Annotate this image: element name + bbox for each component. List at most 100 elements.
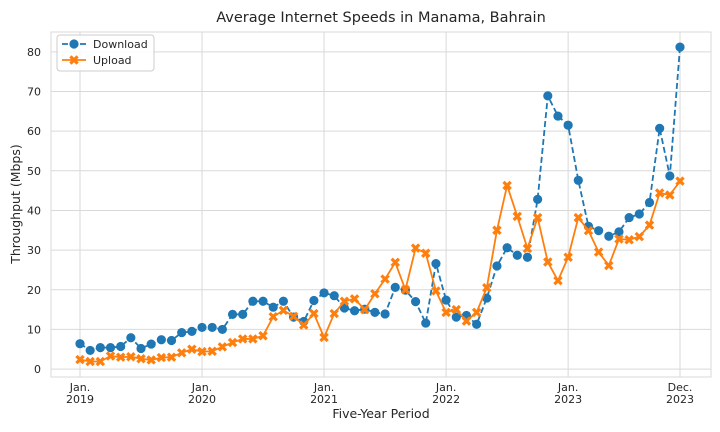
data-point-download [85, 345, 95, 356]
data-point-upload [532, 212, 543, 223]
plot-area-frame [50, 31, 712, 378]
data-point-download [675, 42, 685, 52]
data-point-upload [421, 248, 431, 259]
data-point-download [177, 327, 187, 338]
data-point-download [136, 343, 146, 354]
data-point-download [95, 343, 105, 353]
data-point-download [492, 261, 502, 271]
data-point-download [594, 226, 604, 236]
data-point-download [655, 123, 665, 133]
data-point-download [197, 322, 207, 333]
data-point-download [207, 322, 217, 333]
data-point-upload [75, 354, 85, 365]
data-point-upload [634, 231, 645, 242]
data-point-upload [583, 225, 594, 236]
data-point-download [604, 231, 614, 241]
data-point-download [248, 296, 258, 306]
data-point-upload [604, 260, 614, 271]
data-point-download [533, 194, 543, 204]
data-point-download [441, 295, 451, 305]
legend-item-download: Download [62, 38, 148, 51]
series-upload [75, 176, 685, 367]
x-tick-label-year: 2019 [66, 393, 94, 406]
data-point-upload [451, 304, 462, 315]
data-point-download [116, 341, 126, 352]
data-point-upload [512, 211, 523, 222]
data-point-upload [400, 285, 411, 295]
x-tick-label-month: Jan. [313, 381, 334, 394]
y-tick-label: 30 [27, 244, 41, 257]
data-point-download [451, 312, 461, 322]
data-point-download [380, 309, 390, 319]
data-point-download [563, 120, 573, 130]
data-point-upload [654, 188, 665, 198]
data-point-upload [492, 225, 502, 236]
data-point-upload [207, 346, 217, 356]
data-point-upload [665, 190, 675, 200]
grid-lines [51, 32, 711, 377]
data-point-upload [126, 352, 136, 362]
data-point-upload [339, 296, 350, 306]
data-point-download [268, 302, 278, 312]
data-point-download [217, 324, 227, 335]
data-point-upload [319, 332, 329, 343]
data-point-upload [176, 348, 187, 358]
data-point-upload [288, 311, 299, 322]
data-point-download [512, 250, 522, 260]
data-point-download [573, 175, 583, 185]
x-tick-label-year: 2023 [666, 393, 694, 406]
data-point-upload [136, 354, 146, 364]
data-point-upload [156, 352, 167, 363]
data-point-download [472, 319, 482, 329]
data-point-upload [309, 308, 319, 319]
data-point-upload [614, 234, 624, 244]
data-point-upload [593, 247, 604, 257]
y-axis-label: Throughput (Mbps) [8, 144, 23, 265]
data-point-upload [370, 288, 380, 299]
y-tick-label: 40 [27, 204, 41, 217]
y-tick-label: 60 [27, 125, 41, 138]
x-tick-label-year: 2021 [310, 393, 338, 406]
data-point-download [421, 318, 431, 328]
data-point-upload [644, 220, 655, 230]
data-point-upload [298, 320, 309, 330]
data-point-download [146, 339, 156, 349]
data-point-download [258, 296, 268, 306]
data-point-upload [166, 352, 177, 362]
data-point-upload [461, 316, 472, 326]
data-point-upload [258, 331, 268, 341]
data-point-download [126, 333, 136, 343]
series-download [75, 42, 685, 356]
data-point-download [349, 306, 360, 316]
y-tick-label: 10 [27, 323, 41, 336]
data-point-upload [187, 344, 197, 354]
data-point-upload [85, 356, 95, 367]
data-point-upload [268, 311, 278, 322]
data-point-upload [431, 286, 441, 296]
y-tick-label: 50 [27, 165, 41, 178]
x-tick-label-year: 2022 [432, 393, 460, 406]
x-tick-label-year: 2023 [554, 393, 582, 406]
x-tick-label-month: Jan. [435, 381, 456, 394]
data-point-upload [482, 283, 492, 293]
y-tick-label: 80 [27, 46, 41, 59]
data-point-download [75, 339, 85, 349]
data-point-upload [441, 307, 451, 318]
legend-label: Upload [93, 54, 132, 67]
data-point-download [614, 227, 624, 237]
x-axis-label: Five-Year Period [332, 406, 429, 421]
data-point-upload [237, 334, 248, 344]
data-point-upload [502, 180, 512, 191]
x-axis-ticks: Jan.2019Jan.2020Jan.2021Jan.2022Jan.2023… [66, 381, 694, 406]
data-point-download [187, 326, 197, 336]
data-point-download [370, 307, 380, 317]
data-point-upload [329, 308, 339, 319]
x-tick-label-month: Jan. [191, 381, 212, 394]
data-point-download [319, 288, 329, 298]
data-point-download [634, 209, 644, 219]
data-point-upload [227, 337, 238, 348]
legend-label: Download [93, 38, 148, 51]
series-layer [75, 42, 685, 367]
data-point-upload [563, 252, 573, 262]
